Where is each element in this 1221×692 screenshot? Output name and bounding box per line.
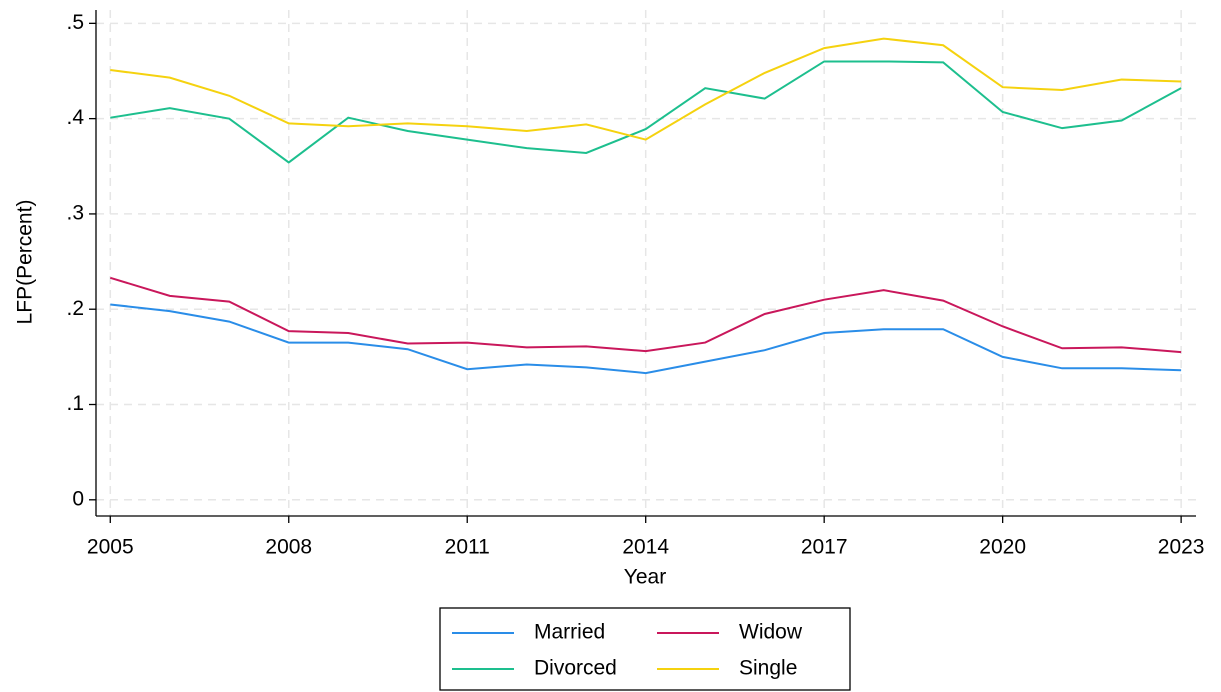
y-tick-label: .4 <box>66 106 84 129</box>
y-tick-label: .2 <box>66 297 84 320</box>
legend-label: Divorced <box>534 657 617 680</box>
legend-box <box>439 607 851 691</box>
x-tick-label: 2008 <box>265 536 312 559</box>
series-line <box>110 37 1182 141</box>
y-tick-label: 0 <box>72 487 84 510</box>
series-line <box>110 303 1182 375</box>
series-line <box>109 276 1182 354</box>
x-tick-label: 2017 <box>801 536 848 559</box>
y-axis-title: LFP(Percent) <box>14 200 37 325</box>
x-tick-label: 2005 <box>87 536 134 559</box>
legend-label: Married <box>534 621 605 644</box>
legend-label: Single <box>739 657 797 680</box>
y-tick-label: .5 <box>66 11 84 34</box>
x-tick-label: 2011 <box>445 536 490 559</box>
legend-label: Widow <box>739 621 803 644</box>
x-tick-label: 2023 <box>1158 536 1205 559</box>
x-tick-label: 2020 <box>979 536 1026 559</box>
legend: Married Widow Divorced Single <box>439 607 851 691</box>
x-tick-label: 2014 <box>622 536 669 559</box>
y-tick-label: .3 <box>66 201 84 224</box>
y-tick-label: .1 <box>66 392 84 415</box>
x-axis-title: Year <box>624 566 666 589</box>
series-line <box>110 60 1182 164</box>
